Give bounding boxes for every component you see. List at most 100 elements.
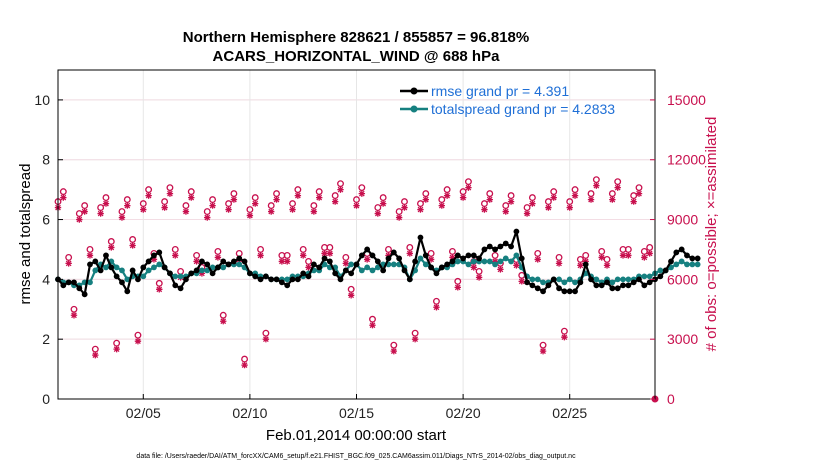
rmse-point [103,253,109,259]
rmse-point [434,270,440,276]
obs-assimilated-marker [71,312,77,318]
obs-possible-marker [583,253,589,259]
obs-possible-marker [396,209,402,215]
rmse-point [567,288,573,294]
rmse-point [503,241,509,247]
obs-possible-marker [423,191,429,197]
obs-assimilated-marker [247,212,253,218]
totalspread-point [119,267,125,273]
rmse-point [236,256,242,262]
obs-assimilated-marker [593,182,599,188]
obs-assimilated-marker [145,192,151,198]
obs-possible-marker [375,205,381,211]
obs-possible-marker [524,205,530,211]
obs-possible-marker [103,195,109,201]
totalspread-point [418,256,424,262]
rmse-point [279,279,285,285]
obs-assimilated-marker [625,252,631,258]
obs-possible-marker [359,185,365,191]
obs-assimilated-marker [65,260,71,266]
rmse-point [263,273,269,279]
obs-possible-marker [428,251,434,257]
obs-possible-marker [295,187,301,193]
y-tick-label-right: 3000 [667,331,698,347]
rmse-point [204,262,210,268]
x-tick-label: 02/25 [552,405,587,421]
obs-possible-marker [391,342,397,348]
obs-assimilated-marker [540,348,546,354]
obs-assimilated-marker [444,192,450,198]
rmse-point [375,259,381,265]
rmse-point [76,285,82,291]
obs-assimilated-marker [412,336,418,342]
obs-possible-marker [338,181,344,187]
rmse-point [60,282,66,288]
obs-assimilated-marker [380,200,386,206]
rmse-point [370,253,376,259]
obs-assimilated-marker [252,200,258,206]
obs-assimilated-marker [572,192,578,198]
legend-totalspread-label: totalspread grand pr = 4.2833 [431,101,615,117]
rmse-point [492,247,498,253]
obs-assimilated-marker [167,190,173,196]
rmse-point [359,253,365,259]
rmse-point [92,259,98,265]
rmse-point [540,288,546,294]
totalspread-point [236,262,242,268]
rmse-point [620,282,626,288]
totalspread-point [540,279,546,285]
obs-assimilated-marker [103,200,109,206]
obs-assimilated-marker [497,266,503,272]
obs-possible-marker [599,249,605,255]
obs-possible-marker [492,253,498,259]
rmse-point [466,253,472,259]
obs-assimilated-marker [407,250,413,256]
obs-possible-marker [252,195,258,201]
chart-subtitle: ACARS_HORIZONTAL_WIND @ 688 hPa [213,48,501,65]
rmse-point [178,285,184,291]
rmse-point [524,279,530,285]
obs-possible-marker [503,203,509,209]
obs-possible-marker [215,249,221,255]
rmse-point [535,285,541,291]
rmse-point [258,276,264,282]
obs-assimilated-marker [503,208,509,214]
obs-possible-marker [343,255,349,261]
obs-possible-marker [204,209,210,215]
obs-assimilated-marker [401,204,407,210]
obs-assimilated-marker [609,196,615,202]
y-axis-label-right: # of obs: o=possible; ×=assimilated [703,117,720,352]
legend-rmse-swatch-marker [411,88,418,95]
y-tick-label-left: 2 [42,331,50,347]
obs-possible-marker [444,187,450,193]
obs-assimilated-marker [646,250,652,256]
obs-possible-marker [631,193,637,199]
y-tick-label-left: 8 [42,152,50,168]
rmse-point [412,259,418,265]
rmse-point [647,279,653,285]
rmse-point [609,285,615,291]
obs-possible-marker [604,257,610,263]
y-tick-label-left: 10 [34,92,50,108]
obs-possible-marker [610,191,616,197]
totalspread-point [103,265,109,271]
obs-possible-marker [119,209,125,215]
obs-assimilated-marker [545,204,551,210]
totalspread-point [679,259,685,265]
obs-assimilated-marker [535,256,541,262]
rmse-point [439,265,445,271]
obs-possible-marker [130,237,136,243]
legend-totalspread-swatch-marker [411,106,418,113]
obs-assimilated-marker [129,242,135,248]
obs-assimilated-marker [471,264,477,270]
totalspread-point [503,256,509,262]
obs-possible-marker [146,187,152,193]
rmse-point [82,291,88,297]
obs-assimilated-marker [327,250,333,256]
obs-possible-marker [242,356,248,362]
obs-possible-marker [194,253,200,259]
totalspread-point [455,259,461,265]
obs-assimilated-marker [641,254,647,260]
obs-assimilated-marker [316,194,322,200]
rmse-point [423,253,429,259]
